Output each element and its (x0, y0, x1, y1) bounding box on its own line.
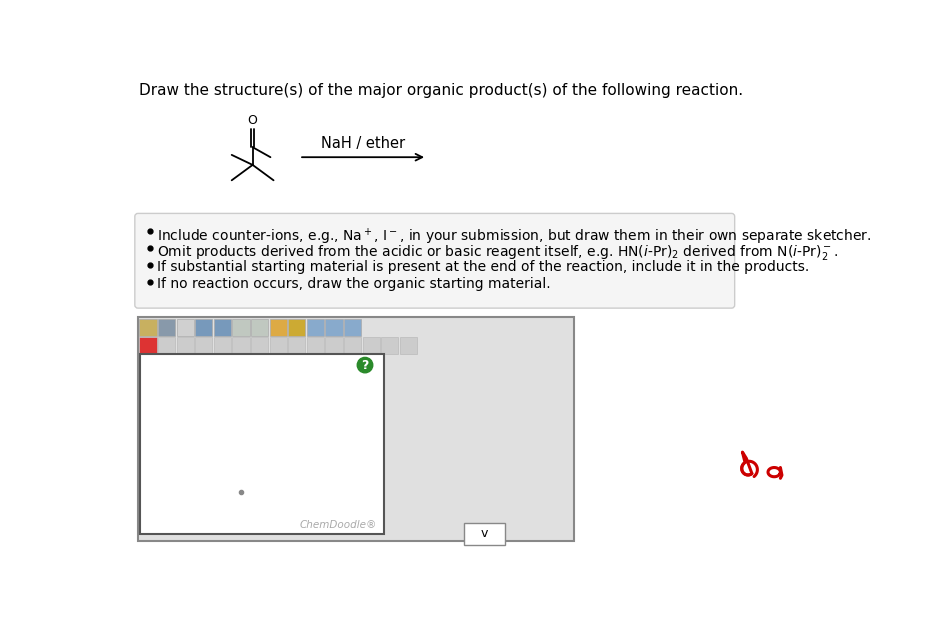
Bar (288, 319, 305, 336)
Bar (196, 319, 212, 336)
FancyBboxPatch shape (135, 213, 735, 308)
Bar (139, 337, 156, 354)
Bar (326, 319, 343, 336)
Bar (196, 337, 212, 354)
Bar (213, 337, 231, 354)
Text: ChemDoodle®: ChemDoodle® (300, 520, 376, 530)
Bar (158, 319, 175, 336)
Bar (362, 337, 380, 354)
Bar (381, 337, 399, 354)
Bar (158, 337, 175, 354)
Bar (251, 337, 268, 354)
Bar (177, 337, 194, 354)
Bar (464, 523, 505, 545)
Text: v: v (481, 528, 488, 540)
Bar (400, 337, 417, 354)
Bar (326, 337, 343, 354)
Bar (140, 354, 385, 534)
Bar (139, 319, 156, 336)
Text: Include counter-ions, e.g., Na$^+$, I$^-$, in your submission, but draw them in : Include counter-ions, e.g., Na$^+$, I$^-… (157, 226, 871, 247)
Text: Draw the structure(s) of the major organic product(s) of the following reaction.: Draw the structure(s) of the major organ… (139, 83, 743, 98)
Bar (251, 319, 268, 336)
Text: ?: ? (361, 358, 369, 371)
Bar (344, 337, 361, 354)
Bar (232, 319, 250, 336)
Bar (177, 319, 194, 336)
Circle shape (358, 357, 373, 373)
Bar (344, 319, 361, 336)
FancyBboxPatch shape (138, 317, 575, 542)
Text: O: O (248, 114, 257, 127)
Bar (213, 319, 231, 336)
Bar (288, 337, 305, 354)
Bar (232, 337, 250, 354)
Text: NaH / ether: NaH / ether (321, 136, 405, 151)
Text: If no reaction occurs, draw the organic starting material.: If no reaction occurs, draw the organic … (157, 277, 551, 291)
Bar (307, 319, 324, 336)
Bar (307, 337, 324, 354)
Bar (270, 337, 286, 354)
Bar (270, 319, 286, 336)
Text: Omit products derived from the acidic or basic reagent itself, e.g. HN($i$-Pr)$_: Omit products derived from the acidic or… (157, 244, 839, 262)
Text: If substantial starting material is present at the end of the reaction, include : If substantial starting material is pres… (157, 260, 810, 275)
